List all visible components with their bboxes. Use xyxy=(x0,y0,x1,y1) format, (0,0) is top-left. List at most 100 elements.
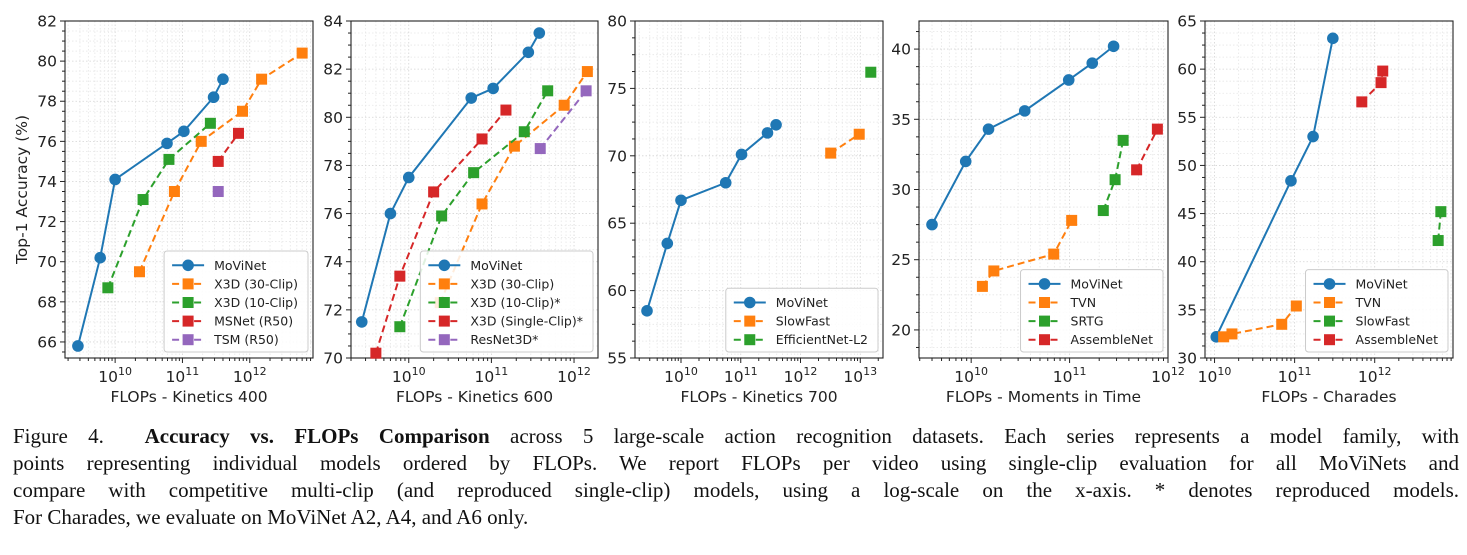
data-point xyxy=(476,198,488,210)
data-point xyxy=(1356,96,1368,108)
data-point xyxy=(428,186,440,198)
data-point xyxy=(1226,328,1238,340)
data-point xyxy=(296,47,308,59)
data-point xyxy=(500,104,512,116)
legend: MoViNet TVN SlowFast AssembleNet xyxy=(1305,269,1449,353)
y-tick-label: 25 xyxy=(891,251,911,269)
series-movinet xyxy=(641,118,782,317)
data-point xyxy=(236,105,248,117)
y-tick-label: 82 xyxy=(37,13,57,31)
data-point xyxy=(212,186,224,198)
x-tick-label: 1010 xyxy=(98,365,132,386)
legend-marker xyxy=(182,297,194,308)
y-tick-label: 78 xyxy=(37,93,57,111)
data-point xyxy=(825,147,837,159)
data-point xyxy=(719,176,732,189)
y-tick-label: 75 xyxy=(607,80,627,98)
y-tick-label: 74 xyxy=(37,173,57,191)
y-tick-label: 82 xyxy=(323,61,343,79)
y-axis-label: Top-1 Accuracy (%) xyxy=(13,115,31,265)
legend-label: X3D (Single-Clip)* xyxy=(470,314,583,329)
chart-3: 55 60 65 70 75 80 1010 1011 1012 1013 FLOPs - Kine… xyxy=(607,13,884,406)
legend-marker xyxy=(1324,334,1336,346)
series-resnet3d- xyxy=(534,85,592,155)
y-tick-label: 72 xyxy=(37,213,57,231)
caption-line-1: Figure 4. Accuracy vs. FLOPs Comparison … xyxy=(13,423,1459,450)
y-tick-label: 76 xyxy=(323,205,343,223)
legend-label: ResNet3D* xyxy=(470,332,538,347)
y-tick-label: 70 xyxy=(37,253,57,271)
legend-marker xyxy=(1324,315,1336,327)
x-tick-label: 1013 xyxy=(843,365,877,386)
data-point xyxy=(558,99,570,111)
data-point xyxy=(137,194,149,206)
x-tick-label: 1011 xyxy=(724,365,758,386)
series-tsm-r50- xyxy=(212,186,224,198)
y-tick-label: 68 xyxy=(37,293,57,311)
y-tick-label: 80 xyxy=(607,13,627,31)
data-point xyxy=(675,194,687,207)
series-tvn xyxy=(976,214,1078,292)
data-point xyxy=(1276,318,1288,330)
data-point xyxy=(518,126,530,138)
data-point xyxy=(1117,134,1129,146)
legend-label: AssembleNet xyxy=(1071,332,1154,347)
series-srtg xyxy=(1097,134,1129,217)
legend-marker xyxy=(182,315,194,327)
series-efficientnet-l2 xyxy=(865,66,877,78)
data-point xyxy=(976,280,988,292)
series-line xyxy=(106,122,212,289)
data-point xyxy=(735,148,748,161)
legend-marker xyxy=(1038,278,1051,290)
legend-label: MoViNet xyxy=(214,258,266,273)
chart-5: 30 35 40 45 50 55 60 65 1010 1011 1012 FLOPs - Char… xyxy=(1177,13,1454,406)
data-point xyxy=(1285,175,1297,187)
data-point xyxy=(161,137,173,150)
data-point xyxy=(212,155,224,167)
data-point xyxy=(761,127,774,139)
series-movinet xyxy=(355,27,546,328)
legend-marker xyxy=(182,334,194,346)
legend-marker xyxy=(744,315,756,327)
plot-frame xyxy=(918,20,1169,359)
y-tick-label: 60 xyxy=(1177,61,1197,79)
data-point xyxy=(508,140,520,152)
series-line xyxy=(539,90,587,150)
legend-marker xyxy=(1323,278,1336,290)
series-x3d-single-clip- xyxy=(370,104,512,359)
data-point xyxy=(1109,174,1121,186)
legend-marker xyxy=(743,296,756,309)
data-point xyxy=(1018,105,1031,117)
data-point xyxy=(178,125,190,138)
legend-label: X3D (30-Clip) xyxy=(214,276,298,291)
y-tick-label: 55 xyxy=(607,350,627,368)
caption-bold-title: Accuracy vs. FLOPs Comparison xyxy=(144,424,490,448)
legend: MoViNet X3D (30-Clip) X3D (10-Clip) MSNet (… xyxy=(163,250,309,353)
x-axis-label: FLOPs - Charades xyxy=(1261,388,1396,406)
y-tick-label: 40 xyxy=(891,41,911,59)
legend-marker xyxy=(438,259,451,272)
data-point xyxy=(1086,57,1099,69)
data-point xyxy=(1048,248,1060,260)
series-line xyxy=(1135,128,1159,171)
x-axis-label: FLOPs - Kinetics 700 xyxy=(680,388,837,406)
legend-marker xyxy=(1039,334,1051,346)
legend-label: MSNet (R50) xyxy=(214,314,293,329)
data-point xyxy=(163,153,175,165)
series-x3d-30-clip- xyxy=(133,47,308,278)
caption-line-3: compare with competitive multi-clip (and… xyxy=(13,478,1459,502)
series-line xyxy=(439,70,589,304)
y-tick-label: 35 xyxy=(891,111,911,129)
series-movinet xyxy=(926,40,1120,231)
series-line xyxy=(646,124,777,312)
data-point xyxy=(1062,74,1075,86)
y-tick-label: 45 xyxy=(1177,205,1197,223)
data-point xyxy=(1066,214,1078,226)
data-point xyxy=(542,85,554,97)
data-point xyxy=(394,321,406,333)
y-tick-label: 20 xyxy=(891,321,911,339)
y-tick-label: 65 xyxy=(607,215,627,233)
y-tick-label: 84 xyxy=(323,13,343,31)
data-point xyxy=(959,155,972,168)
y-tick-label: 30 xyxy=(891,181,911,199)
